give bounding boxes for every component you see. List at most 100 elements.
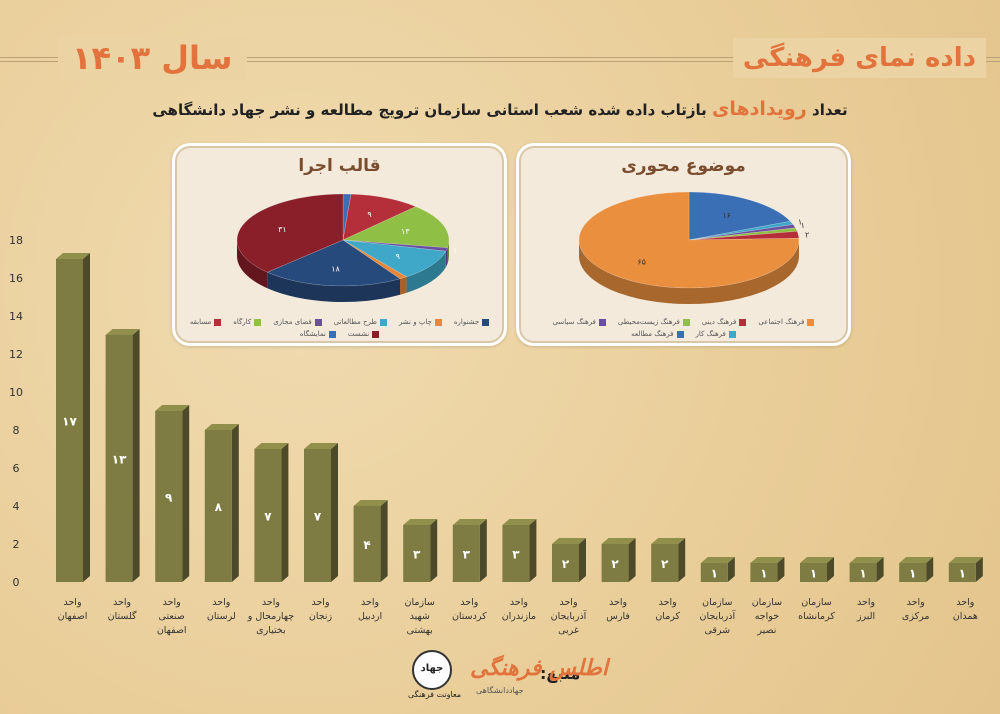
bar-value-label: ۲ [562, 557, 570, 571]
pie-slice-label: ۹ [396, 252, 400, 261]
pie-slice-label: ۱ [801, 221, 805, 230]
legend-swatch [434, 318, 442, 326]
pie-slice-label: ۲ [805, 230, 809, 239]
pie-slice [266, 239, 401, 287]
legend-label: مسابقه [189, 318, 212, 326]
pie-slice [688, 224, 796, 241]
legend-swatch [807, 318, 815, 326]
pie-slice [688, 191, 791, 241]
legend-swatch [598, 318, 606, 326]
bar [700, 557, 735, 582]
legend-swatch [682, 318, 690, 326]
pie-slice [342, 239, 408, 280]
bar [502, 519, 537, 582]
legend-swatch [728, 330, 736, 338]
x-category-label: واحد کردستان [452, 597, 487, 622]
bar-value-label: ۱ [859, 567, 866, 581]
legend-item: فرهنگ کار [696, 330, 736, 338]
legend-item: فضای مجازی [273, 318, 322, 326]
bar-value-label: ۱ [711, 567, 718, 581]
legend-label: فرهنگ زیست‌محیطی [617, 318, 680, 326]
legend-item: نشست [348, 330, 380, 338]
bar-value-label: ۸ [215, 500, 223, 514]
bar [849, 557, 884, 582]
bar [353, 500, 388, 582]
legend-label: فرهنگ کار [695, 330, 726, 338]
bar [899, 557, 934, 582]
bar [304, 443, 338, 582]
y-tick-label: 16 [9, 272, 23, 285]
legend-label: فرهنگ مطالعه [631, 330, 674, 338]
legend-label: فرهنگ دینی [701, 318, 737, 326]
pie-topic-panel: موضوع محوری ۱۶ ۱ ۱ ۲ ۶۵ فرهنگ اجتماعی فرهنگ د… [516, 143, 851, 346]
legend-item: فرهنگ زیست‌محیطی [618, 318, 690, 326]
bar-value-label: ۷ [264, 510, 272, 524]
bar-value-label: ۲ [661, 557, 669, 571]
legend-swatch [482, 318, 490, 326]
legend-item: چاپ و نشر [399, 318, 442, 326]
legend-label: طرح مطالعاتی [333, 318, 377, 326]
pie-slice [342, 193, 352, 241]
pie-slice [342, 239, 447, 278]
legend-swatch [676, 330, 684, 338]
jahad-logo-subtitle: معاونت فرهنگی [408, 690, 462, 699]
bar-value-label: ۲ [611, 557, 619, 571]
x-category-label: واحد کرمان [655, 597, 680, 622]
pie-topic-chart: ۱۶ ۱۱۲ ۶۵ [578, 191, 809, 304]
legend-swatch [379, 318, 387, 326]
legend-swatch [314, 318, 322, 326]
legend-label: فرهنگ اجتماعی [758, 318, 805, 326]
pie-slice [578, 191, 800, 289]
x-category-label: واحد زنجان [309, 597, 333, 622]
legend-swatch [328, 330, 336, 338]
chart-subtitle: تعداد رویدادهای بازتاب داده شده شعب استا… [150, 98, 850, 120]
x-category-label: سازمان آذربایجان شرقی [699, 597, 735, 636]
subtitle-pre: تعداد [806, 101, 848, 119]
pie-slice-label: ۹ [367, 210, 371, 219]
pie-slice-side [579, 240, 799, 304]
pie-topic-legend: فرهنگ اجتماعی فرهنگ دینی فرهنگ زیست‌محیطی ف… [527, 318, 840, 338]
pie-slice-label: ۳۱ [278, 225, 287, 234]
x-category-label: واحد لرستان [207, 597, 236, 622]
bar [155, 405, 190, 582]
bar [254, 443, 289, 582]
y-tick-label: 4 [13, 500, 20, 513]
x-category-label: واحد اردبیل [358, 597, 382, 622]
pie-slice-label: ۱۸ [331, 264, 340, 273]
bar-value-label: ۱ [909, 567, 916, 581]
pie-slice-side [400, 276, 407, 295]
pie-format-legend: جشنواره چاپ و نشر طرح مطالعاتی فضای مجازی کا… [183, 318, 496, 338]
bar [750, 557, 785, 582]
header-divider [0, 61, 1000, 62]
x-category-label: واحد صنعتی اصفهان [157, 597, 187, 636]
pie-slice [236, 193, 344, 273]
pie-slice [342, 239, 448, 252]
pie-slice-side [445, 247, 448, 268]
pie-slice-label: ۱ [798, 217, 802, 226]
subtitle-highlight: رویدادهای [711, 98, 807, 120]
legend-item: نمایشگاه [300, 330, 336, 338]
x-category-label: سازمان خواجه نصیر [752, 597, 782, 636]
x-category-label: واحد اصفهان [58, 597, 88, 622]
bar-value-label: ۳ [512, 548, 520, 562]
legend-label: جشنواره [453, 318, 480, 326]
legend-item: مسابقه [189, 318, 222, 326]
bar-value-label: ۴ [363, 538, 370, 552]
legend-item: فرهنگ اجتماعی [758, 318, 815, 326]
x-category-label: واحد البرز [856, 597, 875, 622]
legend-item: طرح مطالعاتی [334, 318, 387, 326]
x-category-label: واحد مرکزی [902, 597, 930, 622]
legend-item: فرهنگ دینی [702, 318, 747, 326]
bar-value-label: ۳ [413, 548, 421, 562]
legend-item: کارگاه [233, 318, 262, 326]
bar-value-label: ۱ [959, 567, 966, 581]
pie-slice [688, 227, 798, 241]
atlas-logo: اطلس فرهنگی [470, 656, 608, 681]
x-category-label: واحد همدان [953, 597, 978, 622]
header-divider [0, 57, 1000, 58]
legend-label: چاپ و نشر [398, 318, 432, 326]
source-label: منبع: [540, 664, 581, 683]
bar [105, 329, 140, 582]
pie-format-chart: ۹ ۱۳ ۱ ۹ ۱۸ ۳۱ [236, 193, 457, 302]
